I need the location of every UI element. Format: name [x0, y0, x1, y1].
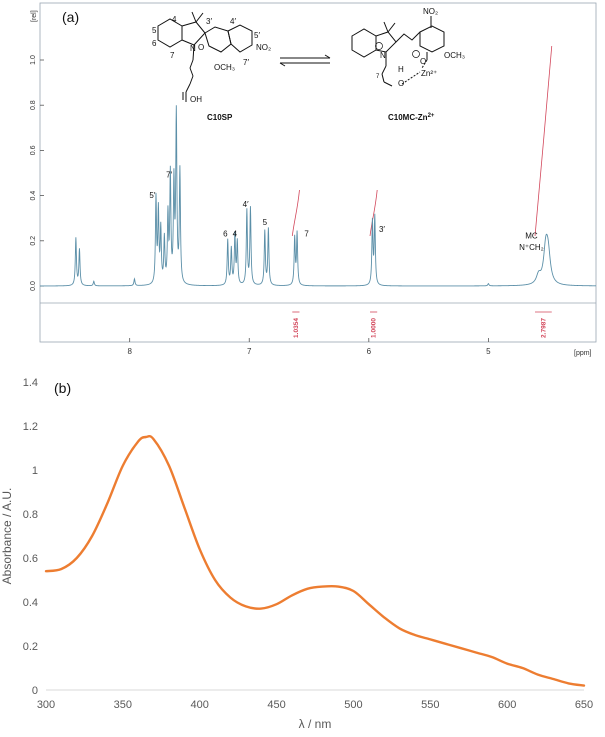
nmr-x-tick-label: 5 — [486, 347, 491, 356]
nmr-spectrum-line — [40, 105, 596, 287]
abs-y-tick-label: 1.2 — [23, 421, 38, 433]
sp-acid-label: OH — [190, 95, 202, 104]
sp-nitro-label: NO₂ — [256, 43, 271, 52]
panel-a-label: (a) — [62, 9, 79, 25]
sp-atom-label: 5 — [152, 26, 157, 35]
nmr-integral-value: 1.0000 — [371, 318, 378, 338]
sp-structure — [157, 11, 253, 102]
sp-structure-labels: 4 3′ 4′ 5′ 5 6 7 7′ NO₂ OCH₃ OH N O C10S… — [152, 15, 271, 122]
abs-y-ticks: 0 0.2 0.4 0.6 0.8 1 1.2 1.4 — [23, 377, 38, 697]
abs-y-tick-label: 0 — [32, 685, 38, 697]
nmr-peak-label: 4′ — [243, 200, 249, 209]
mc-chain-label: 7 — [376, 74, 380, 80]
abs-x-axis-label: λ / nm — [299, 717, 332, 731]
mc-structure — [351, 16, 445, 87]
nmr-x-ticks: 8 7 6 5 — [127, 338, 491, 356]
positive-charge-icon — [375, 42, 383, 50]
nmr-y-tick-label: 1.0 — [30, 55, 37, 65]
nmr-peak-label: 5 — [263, 218, 268, 227]
nmr-integral-curve — [534, 45, 553, 237]
nmr-integral-value: 2.7987 — [540, 318, 547, 338]
abs-y-axis-label: Absorbance / A.U. — [0, 488, 14, 585]
abs-y-tick-label: 1.4 — [23, 377, 38, 389]
abs-y-tick-label: 1 — [32, 465, 38, 477]
mc-structure-labels: NO₂ OCH₃ Zn²⁺ H N O O 7 C10MC-Zn2+ — [376, 7, 465, 122]
nmr-y-tick-label: 0.0 — [30, 281, 37, 291]
mc-nitrogen-label: N — [380, 51, 386, 60]
abs-x-tick-label: 550 — [421, 699, 439, 711]
mc-name-label: C10MC-Zn2+ — [388, 113, 435, 122]
abs-y-tick-label: 0.6 — [23, 553, 38, 565]
mc-methoxy-label: OCH₃ — [444, 51, 465, 60]
sp-atom-label: 5′ — [254, 31, 260, 40]
nmr-peak-label: MC — [525, 232, 538, 241]
abs-x-tick-label: 500 — [344, 699, 362, 711]
nmr-y-tick-label: 0.4 — [30, 191, 37, 201]
charge-icons — [375, 42, 420, 58]
nmr-peak-label: 5′ — [149, 191, 155, 200]
mc-oxygen-label: O — [420, 57, 426, 66]
nmr-x-tick-label: 6 — [367, 347, 372, 356]
nmr-peak-labels: 5′ 7′ 6 4 4′ 5 7 3′ MC N⁺CH₂ — [149, 171, 543, 252]
nmr-peak-label: N⁺CH₂ — [519, 243, 544, 252]
nmr-peak-label: 3′ — [379, 225, 385, 234]
nmr-plot-frame — [39, 2, 597, 343]
nmr-x-tick-label: 8 — [127, 347, 132, 356]
nmr-peak-label: 6 — [223, 229, 228, 238]
nmr-peak-label: 4 — [233, 229, 238, 238]
sp-methoxy-label: OCH₃ — [214, 63, 235, 72]
nmr-integral-value: 1.0354 — [293, 318, 300, 338]
sp-atom-label: 4′ — [230, 17, 236, 26]
mc-name: C10MC-Zn — [388, 113, 428, 122]
equilibrium-arrows-icon — [279, 54, 331, 67]
abs-x-ticks: 300 350 400 450 500 550 600 650 — [37, 699, 593, 711]
sp-nitrogen-label: N — [190, 44, 196, 53]
mc-nitro-label: NO₂ — [423, 7, 438, 16]
nmr-x-unit-label: [ppm] — [574, 350, 592, 357]
sp-atom-label: 7 — [170, 51, 175, 60]
nmr-y-tick-label: 0.2 — [30, 236, 37, 246]
nmr-x-tick-label: 7 — [247, 347, 252, 356]
nmr-peak-label: 7 — [304, 229, 309, 238]
sp-atom-label: 7′ — [243, 58, 249, 67]
nmr-integral-curve — [369, 189, 378, 237]
sp-atom-label: 6 — [152, 39, 157, 48]
negative-charge-icon — [412, 50, 420, 58]
abs-x-tick-label: 350 — [114, 699, 132, 711]
mc-oxygen-label: O — [398, 79, 404, 88]
abs-x-tick-label: 450 — [267, 699, 285, 711]
nmr-y-unit-label-rot: [rel] — [31, 10, 38, 22]
nmr-integral-curve — [291, 189, 300, 237]
sp-name-label: C10SP — [207, 113, 233, 122]
nmr-y-ticks: 1.0 0.8 0.6 0.4 0.2 0.0 — [30, 55, 44, 291]
panel-b-label: (b) — [54, 380, 71, 396]
abs-x-tick-label: 600 — [498, 699, 516, 711]
abs-x-tick-label: 400 — [191, 699, 209, 711]
abs-x-tick-label: 650 — [575, 699, 593, 711]
nmr-peak-label: 7′ — [166, 171, 172, 180]
abs-x-tick-label: 300 — [37, 699, 55, 711]
absorbance-panel: (b) 0 0.2 0.4 0.6 0.8 1 1.2 1.4 300 350 400 450 500… — [0, 377, 593, 731]
nmr-integrals: 1.0354 1.0000 2.7987 — [291, 45, 553, 338]
absorbance-series-line — [44, 434, 586, 687]
mc-name-superscript: 2+ — [428, 113, 435, 119]
abs-y-tick-label: 0.8 — [23, 509, 38, 521]
mc-zinc-label: Zn²⁺ — [421, 69, 437, 78]
nmr-y-tick-label: 0.8 — [30, 100, 37, 110]
mc-hydrogen-label: H — [398, 65, 404, 74]
nmr-y-tick-label: 0.6 — [30, 145, 37, 155]
sp-atom-label: 3′ — [206, 17, 212, 26]
sp-oxygen-label: O — [198, 43, 204, 52]
nmr-panel: [rel] [rel] [ppm] (a) 1.00.80.60.40.20.0… — [30, 2, 597, 357]
abs-y-tick-label: 0.2 — [23, 641, 38, 653]
sp-atom-label: 4 — [172, 15, 177, 24]
abs-y-tick-label: 0.4 — [23, 597, 38, 609]
